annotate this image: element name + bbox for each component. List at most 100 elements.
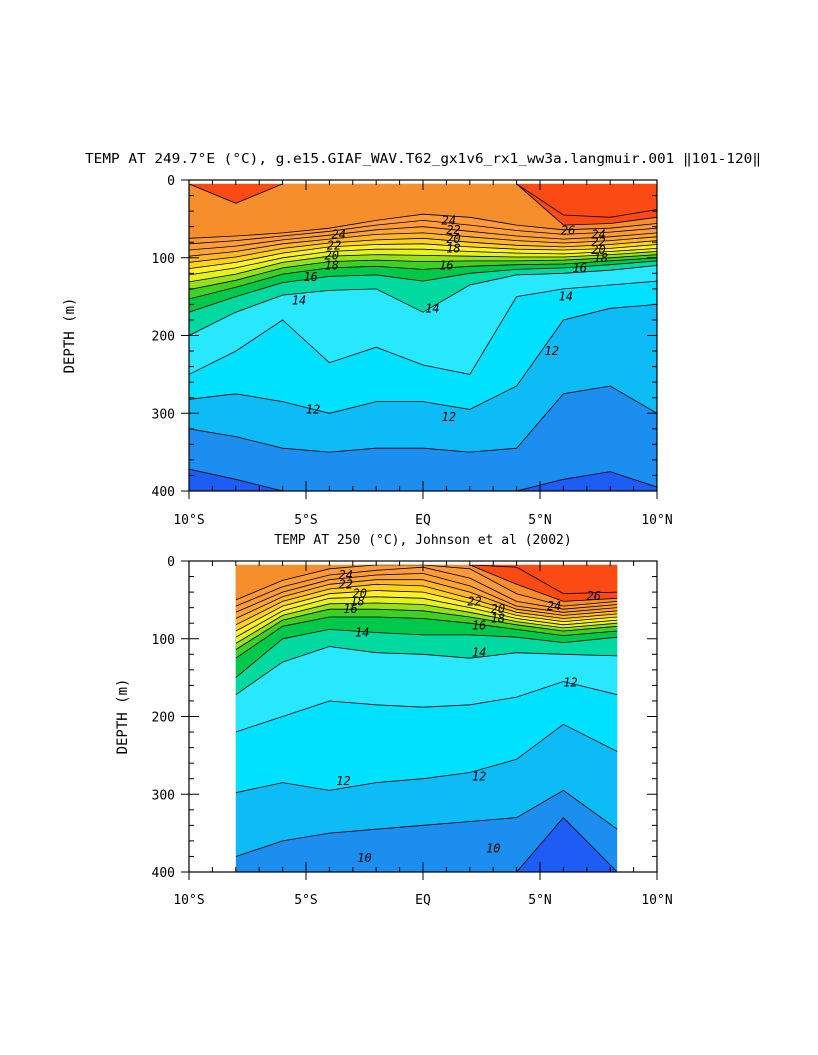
contour-label: 26 [587, 589, 601, 603]
isotherm-14 [189, 265, 657, 336]
contour-label: 18 [491, 612, 505, 626]
y-tick-label: 200 [152, 711, 175, 726]
x-tick-label: 5°S [294, 893, 317, 908]
isotherm-20 [235, 590, 618, 632]
isotherm-13 [189, 280, 657, 375]
isotherm-22 [189, 232, 657, 257]
isotherm-13 [235, 681, 618, 733]
isotherm-15 [189, 260, 657, 313]
x-tick-label: 10°N [641, 893, 672, 908]
y-tick-label: 0 [167, 555, 175, 570]
isotherm-23 [235, 572, 618, 613]
band-26 [235, 564, 618, 602]
contour-label: 12 [544, 344, 558, 358]
x-tick-label: 10°N [641, 513, 672, 528]
contour-label: 14 [425, 301, 439, 315]
contour-label: 14 [559, 290, 573, 304]
isotherm-14 [235, 646, 618, 696]
isotherm-12 [235, 723, 618, 794]
isotherm-25 [189, 213, 657, 239]
y-axis-label: DEPTH (m) [115, 679, 131, 755]
contour-label: 24 [442, 213, 456, 227]
isotherm-16 [189, 257, 657, 300]
isotherm-27 [469, 564, 618, 595]
isotherm-19 [189, 248, 657, 276]
x-tick-label: 5°N [528, 893, 551, 908]
y-tick-label: 300 [152, 788, 175, 803]
x-tick-label: 10°S [173, 513, 204, 528]
contour-label: 26 [561, 224, 575, 238]
band-27 [235, 564, 618, 594]
x-axis: 10°S 5°S EQ 5°N 10°N [173, 180, 673, 528]
y-tick-label: 200 [152, 330, 175, 345]
contour-label: 10 [486, 842, 500, 856]
y-tick-label: 100 [152, 633, 175, 648]
x-tick-label: 5°N [528, 513, 551, 528]
y-tick-label: 400 [152, 866, 175, 881]
contour-label: 18 [325, 259, 339, 273]
contour-label: 22 [467, 594, 481, 608]
contour-label: 20 [591, 243, 605, 257]
isotherm-19 [235, 596, 618, 638]
temperature-fills [189, 183, 657, 491]
contour-label: 12 [563, 675, 577, 689]
contour-label: 16 [472, 619, 486, 633]
contour-label: 22 [339, 577, 353, 591]
contour-label: 12 [442, 410, 456, 424]
contour-label: 22 [446, 223, 460, 237]
contour-label: 10 [357, 851, 371, 865]
isotherm-22 [235, 579, 618, 619]
x-tick-label: 5°S [294, 513, 317, 528]
isotherm-20 [189, 243, 657, 269]
x-tick-label: 10°S [173, 893, 204, 908]
isotherm-26 [189, 183, 657, 226]
x-tick-label: EQ [415, 893, 431, 908]
contour-label: 20 [446, 232, 460, 246]
contour-label: 12 [336, 774, 350, 788]
contour-label: 14 [355, 626, 369, 640]
contour-label: 22 [327, 238, 341, 252]
y-tick-label: 400 [152, 485, 175, 500]
band-27 [189, 183, 657, 218]
contour-label: 16 [573, 261, 587, 275]
isotherm-23 [189, 226, 657, 251]
contour-label: 24 [591, 227, 605, 241]
isotherm-15 [235, 628, 618, 678]
isotherm-26 [469, 564, 618, 602]
contour-label: 16 [343, 602, 357, 616]
temperature-fills [235, 564, 618, 872]
isotherm-17 [235, 608, 618, 650]
contour-label: 24 [332, 227, 346, 241]
contour-label: 12 [306, 402, 320, 416]
y-tick-label: 300 [152, 407, 175, 422]
contour-label: 20 [353, 587, 367, 601]
contour-label: 20 [325, 248, 339, 262]
isotherm-lines [189, 183, 657, 491]
isotherm-18 [235, 602, 618, 644]
contour-label: 24 [547, 599, 561, 613]
contour-label: 18 [594, 251, 608, 265]
contour-label: 22 [591, 235, 605, 249]
isotherm-11 [235, 789, 618, 857]
isotherm-27 [516, 183, 657, 218]
contour-label: 18 [446, 241, 460, 255]
isotherm-21 [235, 583, 618, 626]
contour-label: 16 [303, 270, 317, 284]
contour-label: 12 [472, 769, 486, 783]
contour-label: 24 [339, 568, 353, 582]
y-axis-label: DEPTH (m) [62, 298, 78, 374]
chart-title: TEMP AT 250 (°C), Johnson et al (2002) [274, 533, 571, 548]
y-tick-label: 0 [167, 174, 175, 189]
isotherm-11 [189, 385, 657, 453]
x-tick-label: EQ [415, 513, 431, 528]
contour-label: 18 [350, 594, 364, 608]
isotherm-18 [189, 251, 657, 283]
isotherm-24 [189, 219, 657, 245]
panel-observations: 2422201816142220181614262412121210100100… [115, 533, 673, 908]
contour-label: 14 [292, 294, 306, 308]
contour-label: 14 [472, 646, 486, 660]
